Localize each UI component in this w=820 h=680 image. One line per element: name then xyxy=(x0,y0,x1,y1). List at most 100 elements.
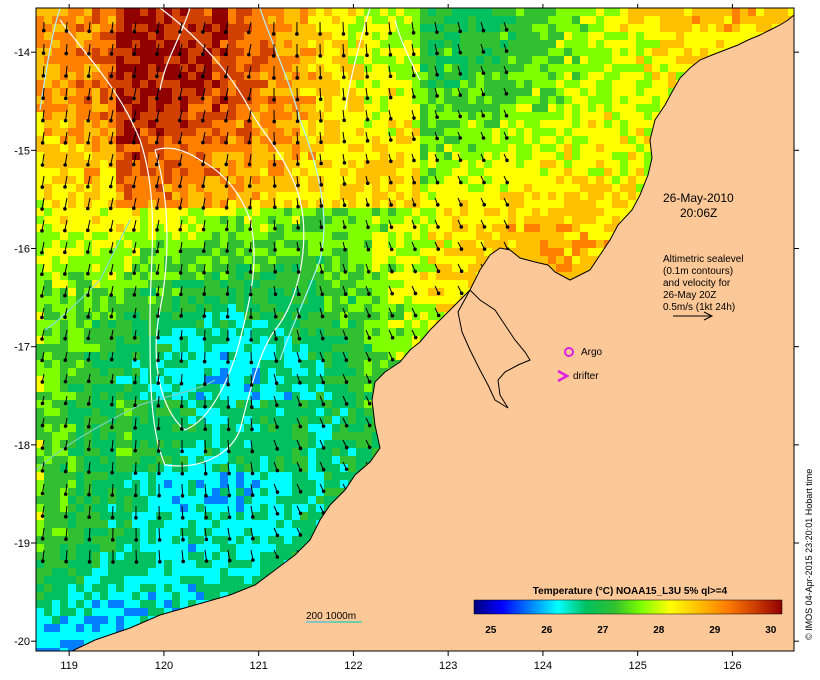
sst-cell xyxy=(204,376,212,384)
sst-cell xyxy=(540,48,548,56)
sst-cell xyxy=(220,72,228,80)
sst-cell xyxy=(84,48,92,56)
sst-cell xyxy=(532,184,540,192)
sst-cell xyxy=(348,424,356,432)
sst-cell xyxy=(532,216,540,224)
sst-cell xyxy=(548,184,556,192)
sst-cell xyxy=(92,320,100,328)
sst-cell xyxy=(564,176,572,184)
sst-cell xyxy=(68,88,76,96)
sst-cell xyxy=(68,384,76,392)
sst-cell xyxy=(68,280,76,288)
sst-cell xyxy=(172,144,180,152)
sst-cell xyxy=(180,128,188,136)
sst-cell xyxy=(428,144,436,152)
sst-cell xyxy=(508,80,516,88)
sst-cell xyxy=(252,200,260,208)
sst-cell xyxy=(564,72,572,80)
sst-cell xyxy=(604,128,612,136)
sst-cell xyxy=(364,152,372,160)
sst-cell xyxy=(124,392,132,400)
sst-cell xyxy=(524,160,532,168)
sst-cell xyxy=(364,272,372,280)
sst-cell xyxy=(292,424,300,432)
sst-cell xyxy=(180,184,188,192)
sst-cell xyxy=(212,400,220,408)
sst-cell xyxy=(524,8,532,16)
sst-cell xyxy=(52,56,60,64)
sst-cell xyxy=(236,144,244,152)
sst-cell xyxy=(452,184,460,192)
sst-cell xyxy=(124,192,132,200)
sst-cell xyxy=(508,64,516,72)
sst-cell xyxy=(332,360,340,368)
sst-cell xyxy=(500,48,508,56)
sst-cell xyxy=(60,48,68,56)
sst-cell xyxy=(628,16,636,24)
sst-cell xyxy=(596,32,604,40)
sst-cell xyxy=(628,112,636,120)
sst-cell xyxy=(124,112,132,120)
sst-cell xyxy=(356,144,364,152)
sst-cell xyxy=(476,208,484,216)
sst-cell xyxy=(172,336,180,344)
sst-cell xyxy=(164,328,172,336)
sst-cell xyxy=(484,168,492,176)
sst-cell xyxy=(108,344,116,352)
sst-cell xyxy=(292,232,300,240)
sst-cell xyxy=(260,272,268,280)
sst-cell xyxy=(76,416,84,424)
sst-cell xyxy=(244,368,252,376)
sst-cell xyxy=(308,400,316,408)
sst-cell xyxy=(636,160,644,168)
sst-cell xyxy=(420,96,428,104)
sst-cell xyxy=(620,208,628,216)
sst-cell xyxy=(36,368,44,376)
sst-cell xyxy=(516,216,524,224)
sst-cell xyxy=(236,328,244,336)
sst-cell xyxy=(236,64,244,72)
sst-cell xyxy=(260,48,268,56)
sst-cell xyxy=(204,328,212,336)
sst-cell xyxy=(364,344,372,352)
sst-cell xyxy=(580,88,588,96)
sst-cell xyxy=(636,120,644,128)
sst-cell xyxy=(132,336,140,344)
sst-cell xyxy=(212,280,220,288)
sst-cell xyxy=(52,336,60,344)
sst-cell xyxy=(412,40,420,48)
sst-cell xyxy=(44,64,52,72)
sst-cell xyxy=(244,256,252,264)
sst-cell xyxy=(564,144,572,152)
sst-cell xyxy=(52,320,60,328)
sst-cell xyxy=(252,424,260,432)
sst-cell xyxy=(596,120,604,128)
sst-cell xyxy=(92,16,100,24)
sst-cell xyxy=(356,264,364,272)
sst-cell xyxy=(252,352,260,360)
sst-cell xyxy=(116,408,124,416)
sst-cell xyxy=(412,192,420,200)
sst-cell xyxy=(292,144,300,152)
sst-cell xyxy=(180,88,188,96)
sst-cell xyxy=(596,64,604,72)
sst-cell xyxy=(148,72,156,80)
sst-cell xyxy=(300,416,308,424)
sst-cell xyxy=(60,424,68,432)
sst-cell xyxy=(348,216,356,224)
sst-cell xyxy=(532,200,540,208)
sst-cell xyxy=(156,312,164,320)
sst-cell xyxy=(452,128,460,136)
sst-cell xyxy=(372,96,380,104)
sst-cell xyxy=(548,232,556,240)
sst-cell xyxy=(204,192,212,200)
sst-cell xyxy=(252,40,260,48)
sst-cell xyxy=(100,8,108,16)
sst-cell xyxy=(380,8,388,16)
sst-cell xyxy=(36,128,44,136)
sst-cell xyxy=(292,120,300,128)
sst-cell xyxy=(276,256,284,264)
sst-cell xyxy=(124,104,132,112)
sst-cell xyxy=(572,112,580,120)
sst-cell xyxy=(468,136,476,144)
